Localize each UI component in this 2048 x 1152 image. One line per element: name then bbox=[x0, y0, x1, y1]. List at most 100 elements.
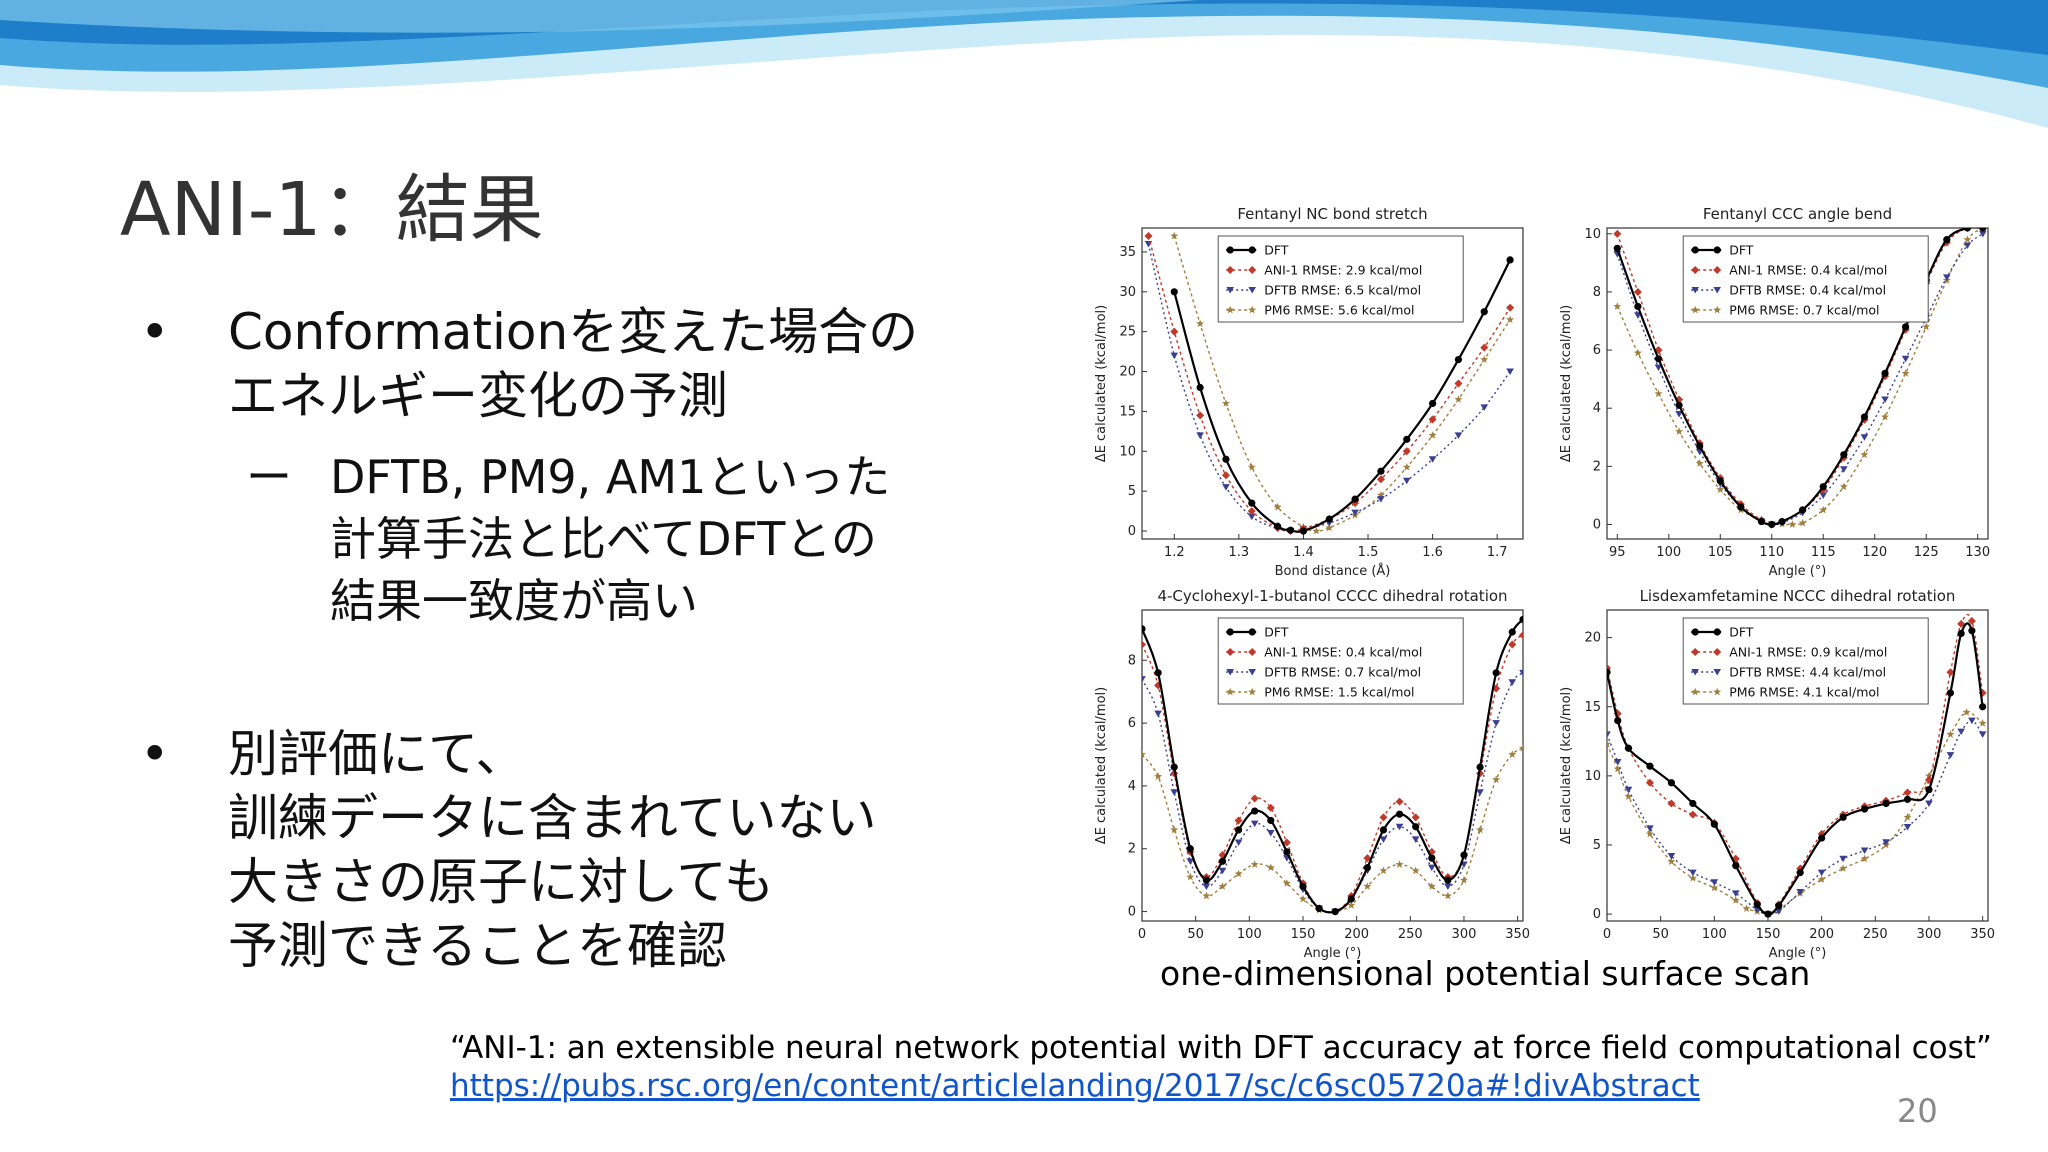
data-point-pm6 bbox=[1506, 315, 1515, 324]
data-point-dft bbox=[1757, 517, 1766, 526]
data-point-ani1 bbox=[1667, 799, 1676, 808]
data-point-pm6 bbox=[1654, 389, 1663, 398]
legend-marker-pm6 bbox=[1691, 305, 1700, 314]
data-point-dft bbox=[1614, 716, 1622, 725]
data-point-dft bbox=[1860, 413, 1869, 421]
data-point-dft bbox=[1979, 228, 1987, 232]
x-tick-label: 105 bbox=[1708, 545, 1733, 560]
data-point-dft bbox=[1428, 399, 1437, 408]
data-point-dft bbox=[1299, 882, 1307, 891]
data-point-ani1 bbox=[1454, 379, 1463, 388]
legend-marker-dft bbox=[1691, 628, 1699, 636]
data-point-dft bbox=[1607, 668, 1611, 676]
data-point-pm6 bbox=[1613, 302, 1622, 310]
data-point-dft bbox=[1716, 477, 1724, 485]
data-point-dft bbox=[1480, 308, 1488, 316]
y-tick-label: 20 bbox=[1119, 365, 1136, 380]
data-point-dft bbox=[1946, 689, 1955, 697]
chart-lisdexamfetamine-dihedral: Lisdexamfetamine NCCC dihedral rotation 0… bbox=[1559, 587, 1995, 961]
data-point-dftb bbox=[1395, 823, 1404, 831]
data-point-dft bbox=[1979, 703, 1987, 711]
data-point-dftb bbox=[1963, 242, 1972, 249]
data-point-dftb bbox=[1839, 855, 1847, 863]
legend-label-dftb: DFTB RMSE: 0.7 kcal/mol bbox=[1264, 665, 1421, 680]
bullet-dot: • bbox=[140, 303, 170, 361]
data-point-dft bbox=[1778, 517, 1786, 526]
data-point-dftb bbox=[1817, 869, 1826, 877]
legend-box bbox=[1682, 617, 1929, 705]
legend-marker-dft bbox=[1713, 628, 1721, 636]
data-point-dftb bbox=[1402, 477, 1411, 485]
y-tick-label: 5 bbox=[1128, 484, 1136, 499]
legend-marker-pm6 bbox=[1248, 687, 1257, 696]
data-point-pm6 bbox=[1266, 863, 1275, 871]
y-axis-label: ΔE calculated (kcal/mol) bbox=[1094, 687, 1109, 844]
y-tick-label: 35 bbox=[1119, 245, 1136, 260]
data-point-dft bbox=[1351, 495, 1359, 503]
legend-marker-dftb bbox=[1691, 669, 1699, 676]
data-point-pm6 bbox=[1742, 904, 1751, 912]
x-tick-label: 110 bbox=[1759, 545, 1784, 560]
x-tick-label: 1.6 bbox=[1422, 545, 1443, 560]
data-point-dft bbox=[1508, 628, 1516, 636]
data-point-pm6 bbox=[1901, 369, 1910, 377]
data-point-dftb bbox=[1234, 839, 1243, 846]
citation-link[interactable]: https://pubs.rsc.org/en/content/articlel… bbox=[450, 1068, 1700, 1104]
data-point-dftb bbox=[1266, 830, 1275, 837]
y-tick-label: 10 bbox=[1584, 227, 1601, 242]
chart-title: Fentanyl CCC angle bend bbox=[1703, 205, 1892, 223]
data-point-dftb bbox=[1186, 858, 1195, 865]
data-point-pm6 bbox=[1347, 901, 1356, 909]
bullet-2-line-2: 訓練データに含まれていない bbox=[228, 789, 877, 847]
x-tick-label: 0 bbox=[1138, 927, 1146, 942]
y-tick-label: 4 bbox=[1593, 401, 1601, 416]
data-point-pm6 bbox=[1881, 412, 1889, 421]
bullet-2: • 別評価にて、 訓練データに含まれていない 大きさの原子に対しても 予測できる… bbox=[140, 722, 877, 978]
data-point-ani1 bbox=[1234, 816, 1243, 825]
data-point-dft bbox=[1675, 401, 1683, 409]
data-point-pm6 bbox=[1624, 792, 1633, 800]
data-point-dft bbox=[1154, 669, 1162, 677]
series-line-ani1 bbox=[1147, 235, 1511, 532]
legend-label-dft: DFT bbox=[1264, 243, 1289, 258]
data-point-dft bbox=[1325, 515, 1333, 523]
data-point-dftb bbox=[1508, 679, 1517, 686]
data-point-ani1 bbox=[1142, 640, 1146, 649]
x-tick-label: 250 bbox=[1398, 927, 1423, 942]
data-point-pm6 bbox=[1922, 322, 1931, 331]
data-point-pm6 bbox=[1508, 750, 1517, 758]
data-point-pm6 bbox=[1247, 463, 1256, 471]
data-point-dft bbox=[1968, 627, 1976, 635]
data-point-dft bbox=[1519, 615, 1523, 624]
data-point-dftb bbox=[1506, 368, 1514, 376]
data-point-dftb bbox=[1218, 867, 1227, 875]
data-point-pm6 bbox=[1613, 764, 1622, 773]
x-tick-label: 250 bbox=[1863, 927, 1888, 942]
series-dft bbox=[1142, 615, 1523, 916]
data-point-pm6 bbox=[1312, 526, 1321, 535]
data-point-ani1 bbox=[1376, 475, 1385, 484]
y-tick-label: 8 bbox=[1128, 653, 1136, 668]
data-point-dftb bbox=[1411, 836, 1420, 843]
legend-marker-ani1 bbox=[1713, 648, 1722, 656]
data-point-dft bbox=[1646, 762, 1654, 770]
data-point-ani1 bbox=[1675, 395, 1684, 404]
data-point-pm6 bbox=[1476, 825, 1485, 834]
data-point-dftb bbox=[1731, 890, 1740, 897]
data-point-dftb bbox=[1170, 352, 1179, 360]
data-point-dft bbox=[1492, 669, 1500, 677]
y-tick-label: 20 bbox=[1584, 631, 1601, 646]
data-point-dftb bbox=[1607, 731, 1611, 738]
y-tick-label: 2 bbox=[1593, 459, 1601, 474]
data-point-pm6 bbox=[1273, 502, 1282, 511]
data-point-dftb bbox=[1377, 496, 1385, 503]
x-axis-label: Bond distance (Å) bbox=[1275, 563, 1391, 579]
data-point-dftb bbox=[1860, 434, 1869, 441]
data-point-dft bbox=[1331, 907, 1339, 916]
data-point-dftb bbox=[1689, 869, 1697, 877]
legend-marker-ani1 bbox=[1713, 266, 1722, 274]
data-point-dft bbox=[1403, 435, 1411, 443]
y-axis-label: ΔE calculated (kcal/mol) bbox=[1094, 305, 1109, 462]
data-point-dft bbox=[1753, 900, 1761, 909]
